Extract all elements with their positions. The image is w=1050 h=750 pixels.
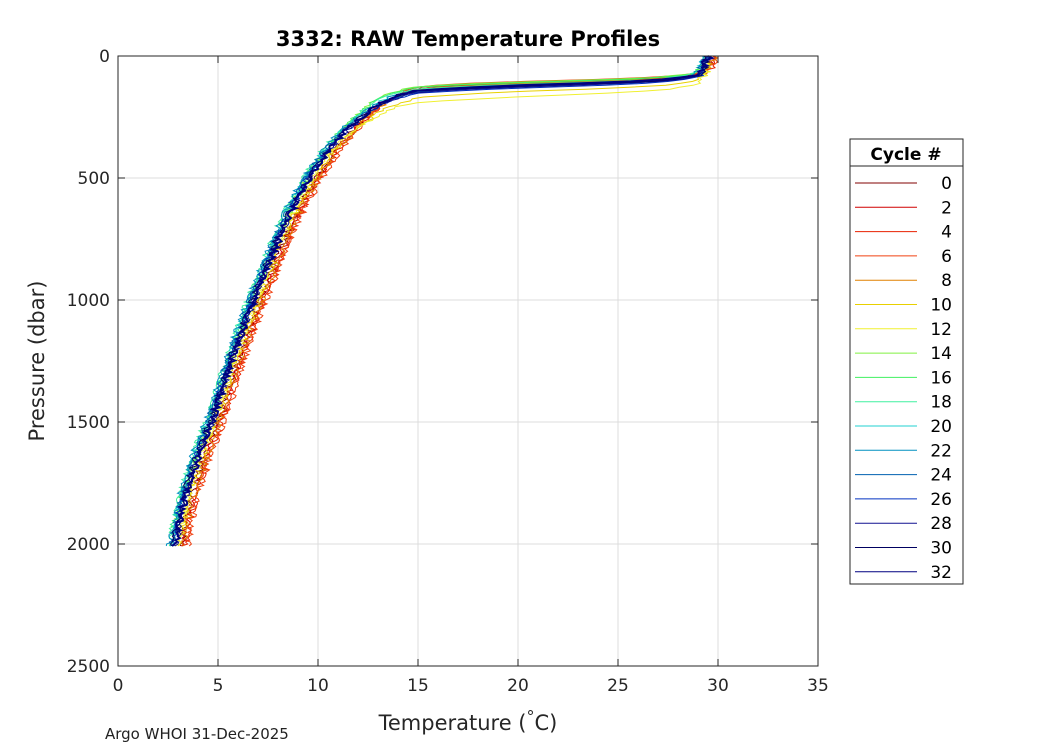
y-tick-label: 2500: [67, 657, 110, 677]
plot-area-border: [117, 55, 819, 667]
legend-label-6: 6: [941, 247, 952, 267]
y-axis-label: Pressure (dbar): [25, 281, 49, 442]
legend-label-18: 18: [930, 393, 952, 413]
legend-label-4: 4: [941, 223, 952, 243]
legend-label-20: 20: [930, 417, 952, 437]
legend-label-32: 32: [930, 563, 952, 583]
x-tick-label: 5: [213, 676, 224, 696]
chart-title: 3332: RAW Temperature Profiles: [276, 27, 660, 51]
y-tick-label: 2000: [67, 535, 110, 555]
y-tick-label: 0: [99, 47, 110, 67]
profile-line-cycle-6: [184, 55, 718, 547]
x-axis-label-unit: C): [535, 711, 558, 735]
profile-line-cycle-8: [181, 55, 718, 547]
x-axis-label-main: Temperature (: [378, 711, 527, 735]
legend-label-30: 30: [930, 539, 952, 559]
x-tick-label: 30: [707, 676, 729, 696]
legend-label-26: 26: [930, 490, 952, 510]
legend-title: Cycle #: [870, 145, 941, 165]
legend-label-0: 0: [941, 174, 952, 194]
legend-label-2: 2: [941, 198, 952, 218]
x-axis-label: Temperature (°C): [378, 707, 558, 735]
legend-label-28: 28: [930, 514, 952, 534]
legend-label-12: 12: [930, 320, 952, 340]
legend-label-22: 22: [930, 441, 952, 461]
x-tick-label: 0: [113, 676, 124, 696]
legend-box: [849, 138, 964, 585]
profile-line-cycle-24: [168, 55, 711, 547]
degree-symbol: °: [527, 707, 535, 726]
x-tick-label: 20: [507, 676, 529, 696]
x-tick-label: 35: [807, 676, 829, 696]
legend-label-24: 24: [930, 466, 952, 486]
legend-label-8: 8: [941, 271, 952, 291]
x-tick-label: 15: [407, 676, 429, 696]
profile-line-cycle-10: [177, 55, 712, 547]
profile-line-cycle-0: [179, 55, 716, 547]
footer-credit: Argo WHOI 31-Dec-2025: [105, 725, 289, 743]
profile-line-cycle-26: [170, 55, 711, 547]
profile-line-cycle-32: [171, 55, 715, 547]
x-tick-label: 10: [307, 676, 329, 696]
legend-label-14: 14: [930, 344, 952, 364]
legend-label-10: 10: [930, 296, 952, 316]
profile-lines: [165, 55, 719, 547]
profile-line-cycle-2: [179, 55, 715, 547]
x-tick-label: 25: [607, 676, 629, 696]
legend-label-16: 16: [930, 368, 952, 388]
axis-ticks: 0 5 10 15 20 25 30 35 0 500 1000 1500 2000 2500: [67, 47, 829, 696]
y-tick-label: 1500: [67, 413, 110, 433]
y-tick-label: 500: [78, 169, 110, 189]
grid: [118, 56, 818, 666]
y-tick-label: 1000: [67, 291, 110, 311]
